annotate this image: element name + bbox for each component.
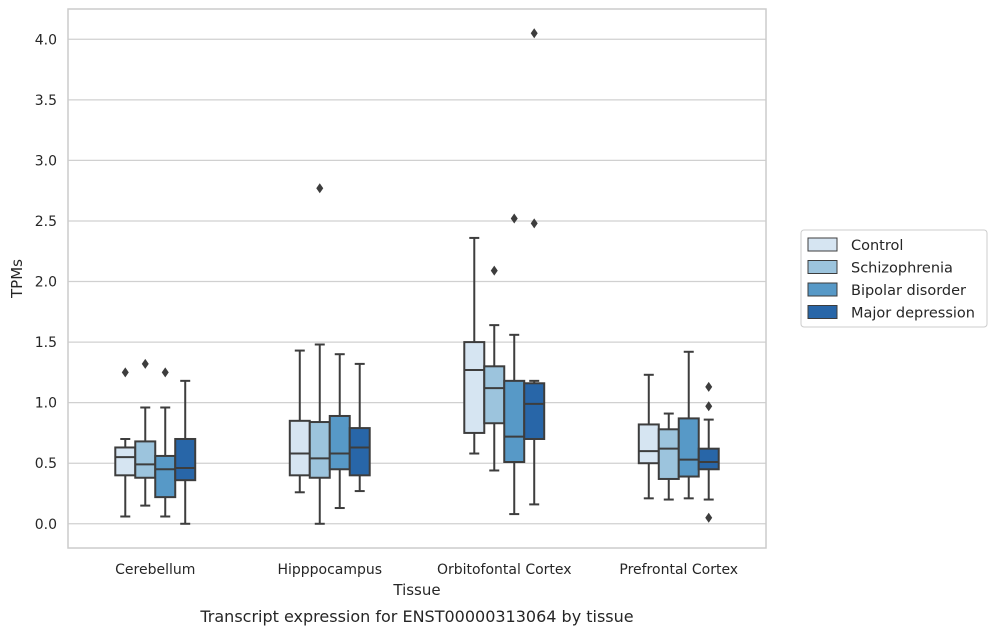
box-1-1: [308, 183, 331, 525]
y-tick-label: 1.5: [35, 335, 57, 351]
box-body: [114, 446, 137, 477]
legend-swatch: [807, 305, 838, 319]
legend-swatch: [807, 282, 838, 297]
box-body: [503, 379, 526, 464]
box-body: [637, 423, 660, 465]
box-body: [463, 341, 486, 434]
x-tick-label: Hipppocampus: [277, 562, 382, 578]
y-tick-label: 0.0: [35, 517, 57, 533]
plot-frame: [67, 8, 767, 549]
legend-swatch: [807, 260, 838, 274]
outlier-point: [530, 218, 538, 229]
box-0-3: [637, 373, 660, 500]
box-groups: [114, 28, 720, 525]
y-tick-label: 0.5: [35, 456, 57, 472]
box-1-2: [483, 265, 506, 472]
box-1-0: [134, 358, 157, 507]
box-2-0: [154, 367, 177, 518]
legend-label: Bipolar disorder: [851, 283, 966, 299]
outlier-point: [510, 213, 518, 224]
x-tick-labels: Cerebellum Hipppocampus Orbitofontal Corte…: [115, 562, 738, 578]
outlier-point: [141, 358, 149, 369]
y-tick-label: 2.5: [35, 214, 57, 230]
box-body: [328, 414, 351, 471]
y-tick-label: 2.0: [35, 275, 57, 291]
legend-label: Schizophrenia: [851, 261, 953, 277]
outlier-point: [705, 512, 713, 523]
box-3-0: [174, 379, 197, 525]
box-body: [154, 454, 177, 499]
box-1-3: [657, 412, 680, 501]
box-3-3: [697, 381, 720, 523]
box-0-2: [463, 236, 486, 455]
box-body: [523, 382, 546, 440]
chart-caption: Transcript expression for ENST0000031306…: [199, 607, 633, 626]
box-body: [483, 365, 506, 425]
box-body: [288, 419, 311, 477]
legend-label: Major depression: [851, 306, 975, 322]
box-body: [134, 440, 157, 479]
box-3-1: [348, 362, 371, 493]
y-tick-label: 3.5: [35, 93, 57, 109]
y-tick-label: 1.0: [35, 396, 57, 412]
box-2-2: [503, 213, 526, 516]
box-body: [697, 447, 720, 471]
y-tick-label: 4.0: [35, 32, 57, 48]
box-body: [348, 427, 371, 477]
box-body: [657, 428, 680, 480]
outlier-point: [316, 183, 324, 194]
y-tick-labels: 0.0 0.5 1.0 1.5 2.0 2.5 3.0 3.5 4.0: [35, 32, 57, 532]
box-body: [174, 437, 197, 482]
outlier-point: [530, 28, 538, 39]
legend-frame: [800, 229, 988, 328]
box-0-1: [288, 349, 311, 494]
outlier-point: [705, 381, 713, 392]
x-axis-label: Tissue: [392, 581, 440, 599]
box-2-3: [677, 350, 700, 500]
legend-label: Control: [851, 238, 903, 254]
x-tick-label: Cerebellum: [115, 562, 195, 578]
outlier-point: [121, 367, 129, 378]
outlier-point: [490, 265, 498, 276]
legend-swatch: [807, 237, 838, 252]
legend: Control Schizophrenia Bipolar disorder Majo…: [800, 229, 988, 328]
box-2-1: [328, 353, 351, 510]
box-body: [677, 417, 700, 478]
x-tick-label: Prefrontal Cortex: [619, 562, 738, 578]
outlier-point: [705, 401, 713, 412]
y-tick-label: 3.0: [35, 153, 57, 169]
box-0-0: [114, 367, 137, 518]
outlier-point: [161, 367, 169, 378]
box-3-2: [523, 28, 546, 506]
y-axis-label: TPMs: [8, 259, 26, 299]
box-body: [308, 421, 331, 479]
x-tick-label: Orbitofontal Cortex: [437, 562, 572, 578]
